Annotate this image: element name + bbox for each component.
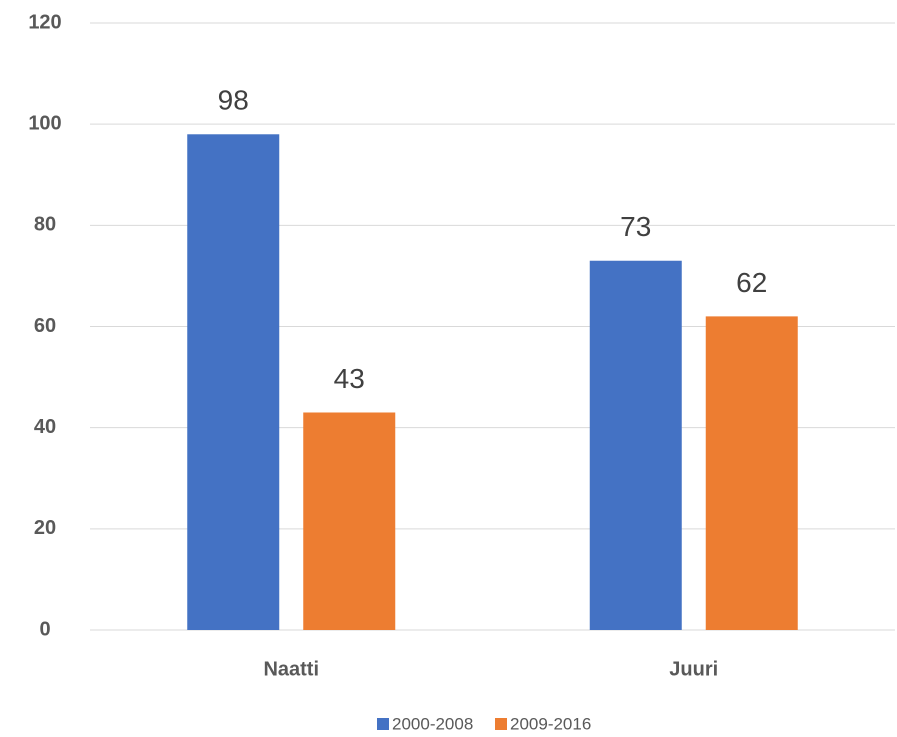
x-tick-label: Naatti — [263, 658, 319, 680]
y-tick-label: 100 — [28, 112, 61, 134]
y-tick-label: 20 — [34, 517, 56, 539]
bar — [187, 134, 280, 631]
bar — [303, 412, 396, 630]
legend-swatch — [377, 718, 389, 730]
y-tick-label: 80 — [34, 214, 56, 236]
legend-label: 2009-2016 — [510, 714, 591, 733]
y-tick-label: 40 — [34, 416, 56, 438]
legend-swatch — [495, 718, 507, 730]
data-label: 73 — [620, 211, 651, 242]
bar — [589, 260, 682, 630]
y-tick-label: 0 — [39, 618, 50, 640]
x-tick-label: Juuri — [669, 658, 718, 680]
data-label: 43 — [334, 363, 365, 394]
y-tick-label: 120 — [28, 11, 61, 33]
data-label: 98 — [218, 85, 249, 116]
bar — [705, 316, 798, 630]
data-label: 62 — [736, 267, 767, 298]
legend-label: 2000-2008 — [392, 714, 473, 733]
y-tick-label: 60 — [34, 315, 56, 337]
